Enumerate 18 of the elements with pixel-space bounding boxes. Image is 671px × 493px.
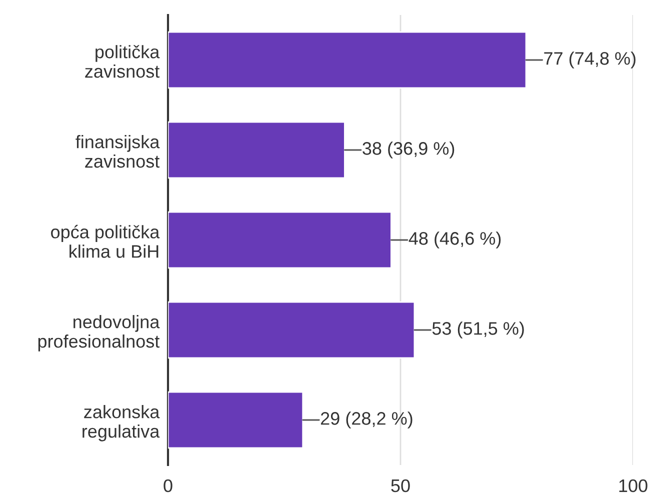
- y-tick-label: finansijska zavisnost: [76, 135, 160, 168]
- y-tick-label: politička zavisnost: [85, 45, 160, 78]
- data-label: 38 (36,9 %): [362, 142, 454, 158]
- data-label: 77 (74,8 %): [544, 52, 636, 68]
- bar: [168, 31, 527, 89]
- bar: [168, 211, 392, 269]
- bar: [168, 121, 346, 179]
- y-tick-label: zakonska regulativa: [82, 405, 160, 442]
- data-label: 53 (51,5 %): [432, 322, 524, 338]
- x-tick-label: 50: [391, 479, 410, 492]
- data-label: 48 (46,6 %): [408, 232, 501, 248]
- y-tick-label: nedovoljna profesionalnost: [38, 315, 160, 352]
- y-tick-label: opća politička klima u BiH: [51, 224, 160, 258]
- x-tick-label: 0: [164, 479, 172, 492]
- bar: [168, 301, 416, 359]
- x-tick-label: 100: [619, 479, 648, 492]
- bar: [168, 391, 304, 449]
- data-label: 29 (28,2 %): [320, 412, 412, 428]
